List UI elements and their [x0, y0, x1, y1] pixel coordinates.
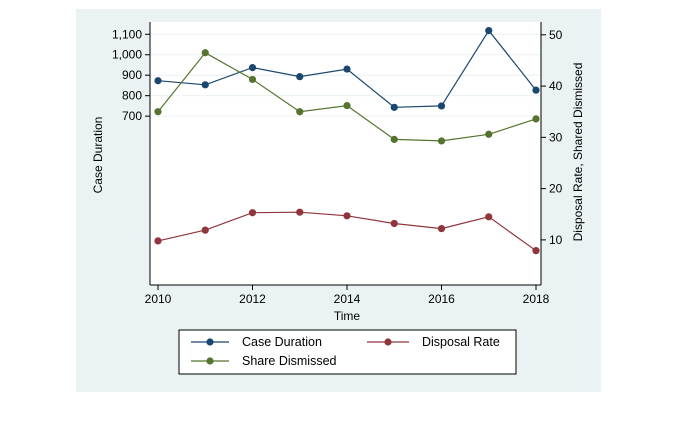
series: [154, 26, 540, 255]
y-right-tick-label: 20: [549, 182, 563, 196]
x-tick-label: 2016: [428, 292, 455, 306]
share-dismissed-point: [532, 115, 540, 123]
share-dismissed-point: [248, 75, 257, 84]
case-duration-point: [201, 81, 209, 89]
share-dismissed-point: [296, 108, 304, 116]
y-left-axis-title: Case Duration: [91, 117, 105, 194]
x-tick-label: 2014: [334, 292, 361, 306]
case-duration-point: [485, 26, 493, 35]
case-duration-point: [532, 86, 540, 94]
legend-disposal-rate-marker: [384, 338, 392, 346]
share-dismissed-point: [437, 137, 446, 145]
case-duration-point: [154, 77, 162, 85]
legend: Case Duration Disposal Rate Share Dismisse…: [178, 329, 517, 375]
disposal-rate-point: [532, 247, 540, 255]
legend-share-dismissed-label: Share Dismissed: [242, 354, 337, 368]
x-tick-label: 2018: [523, 292, 550, 306]
disposal-rate-point: [390, 219, 398, 228]
legend-case-duration-marker: [206, 338, 214, 346]
y-right-tick-label: 40: [549, 79, 563, 93]
grid-lines: [150, 33, 541, 117]
disposal-rate-point: [296, 208, 304, 216]
share-dismissed-point: [485, 130, 493, 138]
case-duration-point: [437, 102, 446, 110]
y-left-tick-label: 1,100: [112, 27, 142, 41]
y-right-tick-label: 50: [549, 28, 563, 42]
disposal-rate-point: [154, 237, 162, 245]
y-right-tick-label: 30: [549, 130, 563, 144]
disposal-rate-point: [248, 209, 257, 217]
share-dismissed-point: [201, 49, 209, 57]
x-axis-title: Time: [334, 309, 361, 323]
y-left-tick-label: 1,000: [112, 48, 142, 62]
legend-share-dismissed-marker: [206, 357, 214, 365]
y-left-tick-label: 900: [122, 68, 142, 82]
disposal-rate-point: [437, 225, 446, 233]
plot-area: [150, 22, 541, 285]
case-duration-point: [390, 103, 398, 111]
x-tick-label: 2012: [239, 292, 266, 306]
disposal-rate-point: [485, 213, 493, 221]
share-dismissed-point: [154, 108, 162, 116]
disposal-rate-point: [343, 212, 351, 220]
legend-box: [178, 329, 517, 375]
case-duration-point: [343, 65, 351, 73]
y-left-tick-label: 700: [122, 109, 142, 123]
share-dismissed-point: [343, 101, 351, 110]
legend-case-duration-label: Case Duration: [242, 335, 322, 349]
axes: 700 800 900 1,000 1,100 10 20 30 40 50 2010 2012 201…: [112, 22, 563, 306]
case-duration-point: [296, 73, 304, 81]
y-left-tick-label: 800: [122, 89, 142, 103]
y-right-axis-title: Disposal Rate, Shared Dismissed: [571, 63, 585, 242]
case-duration-point: [248, 64, 257, 72]
y-right-tick-label: 10: [549, 233, 563, 247]
share-dismissed-point: [390, 135, 398, 144]
disposal-rate-point: [201, 226, 209, 234]
legend-disposal-rate-label: Disposal Rate: [422, 335, 500, 349]
x-tick-label: 2010: [145, 292, 172, 306]
